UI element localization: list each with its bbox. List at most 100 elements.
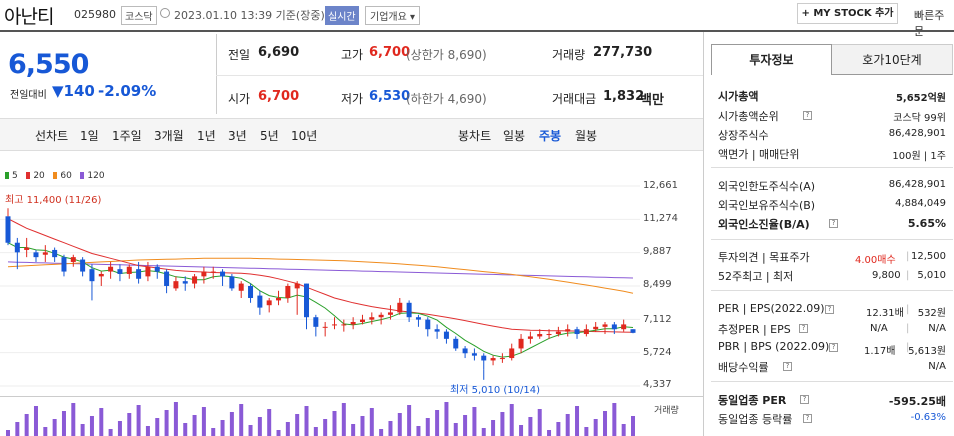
dividend-value: N/A: [928, 361, 946, 372]
week52-label: 52주최고 | 최저: [718, 270, 794, 283]
realtime-badge[interactable]: 실시간: [325, 6, 359, 25]
company-info-dropdown[interactable]: 기업개요 ▾: [365, 6, 421, 25]
candle-body: [406, 302, 412, 318]
candle-body: [490, 358, 496, 361]
candle-body: [294, 283, 300, 289]
add-mystock-button[interactable]: + MY STOCK 추가: [797, 3, 898, 24]
chart-legend: 5 20 60 120: [5, 171, 105, 181]
volume-bar: [603, 411, 608, 436]
candle-body: [173, 281, 179, 289]
chevron-down-icon: ▾: [410, 12, 416, 23]
quick-order-link[interactable]: 빠른주문: [914, 9, 945, 38]
candle-body: [229, 276, 235, 289]
low-value: 6,530: [369, 89, 411, 104]
candle-body: [210, 271, 216, 273]
help-icon[interactable]: ?: [829, 343, 838, 352]
candle-body: [369, 317, 375, 320]
volume-bar: [108, 429, 113, 436]
help-icon[interactable]: ?: [829, 219, 838, 228]
legend-ma60: 60: [60, 171, 72, 181]
y-tick: 4,337: [643, 379, 672, 390]
volume-bar: [621, 424, 626, 436]
divider: [711, 290, 953, 291]
volume-bar: [183, 423, 188, 436]
period-1y[interactable]: 1년: [197, 129, 216, 143]
candlestick-chart[interactable]: [0, 180, 640, 396]
y-tick: 8,499: [643, 279, 672, 290]
dividend-label: 배당수익률: [718, 361, 769, 374]
volume-bar: [397, 413, 402, 436]
candle-body: [583, 329, 589, 335]
divider: [711, 167, 953, 168]
volume-bar: [528, 417, 533, 436]
volume-bar: [136, 405, 141, 436]
ma60-line: [7, 257, 634, 294]
volume-bar: [379, 429, 384, 436]
amount-label: 거래대금: [552, 92, 597, 106]
candle-body: [509, 348, 515, 359]
sector-per-label: 동일업종 PER: [718, 394, 787, 407]
period-3m[interactable]: 3개월: [154, 129, 184, 143]
separator: |: [906, 251, 910, 262]
volume-bar: [556, 422, 561, 436]
period-1w[interactable]: 1주일: [112, 129, 142, 143]
candle-monthly[interactable]: 월봉: [575, 129, 598, 143]
volume-label: 거래량: [654, 406, 679, 416]
period-10y[interactable]: 10년: [291, 129, 318, 143]
volume-bar: [341, 403, 346, 436]
volume-bar: [145, 426, 150, 436]
help-icon[interactable]: ?: [803, 414, 812, 423]
stock-name: 아난티: [4, 6, 54, 28]
company-info-label: 기업개요: [370, 12, 407, 23]
candle-body: [266, 300, 272, 306]
volume-bar: [323, 419, 328, 436]
help-icon[interactable]: ?: [803, 111, 812, 120]
help-icon[interactable]: ?: [800, 395, 809, 404]
volume-label: 거래량: [552, 48, 586, 62]
volume-bar: [24, 414, 29, 436]
candle-body: [434, 329, 440, 332]
opinion-value: 4.00매수: [855, 255, 896, 266]
candle-body: [80, 259, 86, 272]
candle-weekly[interactable]: 주봉: [539, 129, 562, 143]
volume-bar: [360, 416, 365, 436]
tab-invest-info[interactable]: 투자정보: [711, 44, 832, 75]
per-value: 12.31배: [866, 308, 904, 319]
volume-bar: [509, 404, 514, 436]
volume-bar: [127, 413, 132, 436]
y-tick: 7,112: [643, 314, 672, 325]
help-icon[interactable]: ?: [783, 362, 792, 371]
y-tick: 5,724: [643, 347, 672, 358]
change-value: ▼140: [52, 82, 95, 100]
candle-body: [117, 269, 123, 274]
help-icon[interactable]: ?: [825, 305, 834, 314]
amount-value: 1,832: [603, 89, 645, 104]
candle-body: [201, 271, 207, 277]
week52-high: 9,800: [872, 270, 901, 281]
candle-chart-label: 봉차트: [458, 129, 492, 143]
stock-header: 아난티 025980 코스닥 2023.01.10 13:39 기준(장중) 실…: [0, 0, 954, 38]
candle-body: [415, 317, 421, 320]
period-3y[interactable]: 3년: [228, 129, 247, 143]
divider: [711, 381, 953, 382]
divider: [216, 75, 703, 76]
candle-daily[interactable]: 일봉: [503, 129, 526, 143]
volume-chart: [6, 402, 635, 436]
candle-body: [397, 302, 403, 313]
volume-bar: [155, 418, 160, 436]
period-5y[interactable]: 5년: [260, 129, 279, 143]
open-label: 시가: [228, 92, 251, 106]
quote-datetime: 2023.01.10 13:39 기준(장중): [174, 9, 325, 22]
help-icon[interactable]: ?: [799, 324, 808, 333]
period-1d[interactable]: 1일: [80, 129, 99, 143]
candle-body: [192, 276, 198, 284]
par-value-label: 액면가 | 매매단위: [718, 148, 800, 161]
candle-body: [481, 355, 487, 361]
candle-body: [322, 326, 328, 328]
tab-hoga[interactable]: 호가10단계: [832, 44, 953, 75]
volume-bar: [481, 428, 486, 436]
candle-body: [33, 252, 39, 258]
candle-body: [378, 314, 384, 318]
upper-limit: (상한가 8,690): [406, 48, 487, 62]
volume-bar: [304, 406, 309, 436]
